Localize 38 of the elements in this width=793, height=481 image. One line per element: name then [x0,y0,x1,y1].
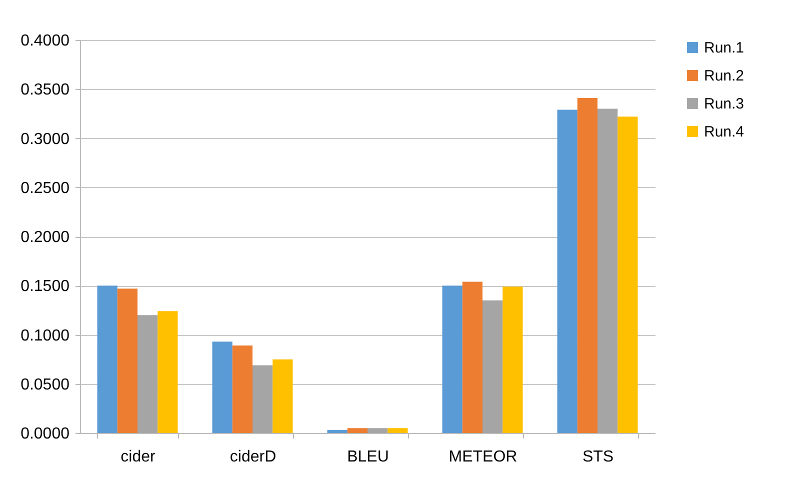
bar [272,359,293,433]
x-tick-label: METEOR [448,448,518,466]
y-tick-label: 0.3000 [20,130,70,148]
y-tick-label: 0.1000 [20,327,70,344]
bar [97,286,118,433]
legend-label: Run.4 [704,124,744,140]
y-tick-label: 0.0500 [20,376,70,394]
bar [212,342,232,433]
y-tick-label: 0.2000 [20,229,70,246]
bar [442,286,462,433]
x-tick-label: ciderD [230,448,276,466]
y-tick-label: 0.3500 [20,82,70,99]
bar [252,365,273,433]
y-tick-label: 0.1500 [20,278,70,296]
bar [502,286,523,433]
bar [482,300,503,433]
x-tick-label: STS [582,448,614,466]
bar [232,346,252,433]
bar [117,288,138,433]
x-tick-label: BLEU [347,448,389,466]
bar [388,428,408,433]
bar [138,315,158,433]
bar [158,311,178,433]
bar [347,428,368,433]
bar [618,116,638,433]
bar [577,98,598,433]
bar [557,110,578,433]
y-tick-label: 0.0000 [20,426,70,442]
y-tick-label: 0.2500 [20,180,70,197]
bar [598,108,618,433]
legend-label: Run.2 [704,68,744,84]
legend-label: Run.1 [704,40,744,56]
y-tick-label: 0.4000 [20,32,70,50]
x-tick-label: cider [120,448,156,466]
bar [327,430,348,433]
bar [368,428,388,433]
bar [462,282,482,433]
legend-label: Run.3 [704,96,744,112]
